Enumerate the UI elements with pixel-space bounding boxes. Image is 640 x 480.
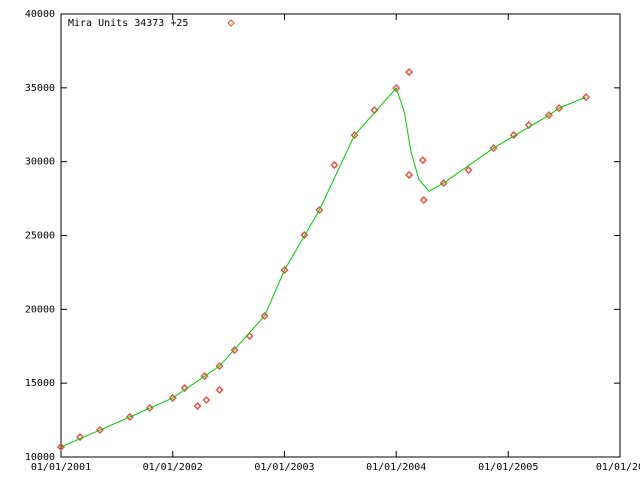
data-point (75, 433, 85, 442)
x-tick-label: 01/01/2004 (366, 462, 426, 473)
y-tick-label: 30000 (25, 157, 55, 168)
data-point (280, 265, 289, 275)
plot-frame (60, 13, 621, 458)
data-point (392, 84, 401, 93)
y-tick-label: 25000 (25, 231, 55, 242)
data-point (260, 311, 269, 321)
data-point (202, 395, 211, 405)
data-point (350, 131, 359, 140)
data-point (405, 170, 414, 180)
data-point (300, 230, 309, 240)
fit-line (60, 87, 587, 448)
y-tick-label: 40000 (25, 9, 55, 20)
data-point (230, 346, 239, 355)
legend-marker (227, 19, 235, 27)
x-tick-label: 01/01/2005 (478, 462, 538, 473)
x-tick-label: 01/01/2003 (254, 462, 314, 473)
data-point (524, 120, 533, 130)
y-tick-label: 15000 (25, 378, 55, 389)
data-point (419, 195, 428, 205)
data-point (330, 161, 339, 170)
x-tick-label: 01/01/20 (596, 462, 640, 473)
y-tick-label: 10000 (25, 452, 55, 463)
x-tick-label: 01/01/2001 (31, 462, 91, 473)
legend-label: Mira Units 34373 +25 (68, 18, 188, 29)
data-point (464, 166, 473, 175)
data-point (315, 206, 324, 215)
y-tick-label: 35000 (25, 83, 55, 94)
x-tick-label: 01/01/2002 (143, 462, 203, 473)
data-point (405, 67, 414, 77)
data-point (215, 361, 224, 371)
data-point (418, 156, 427, 165)
data-point (245, 332, 254, 341)
data-point (581, 93, 591, 102)
y-tick-label: 20000 (25, 304, 55, 315)
data-point (180, 383, 189, 393)
data-point (509, 131, 518, 140)
data-point (215, 385, 224, 395)
data-point (193, 401, 202, 411)
